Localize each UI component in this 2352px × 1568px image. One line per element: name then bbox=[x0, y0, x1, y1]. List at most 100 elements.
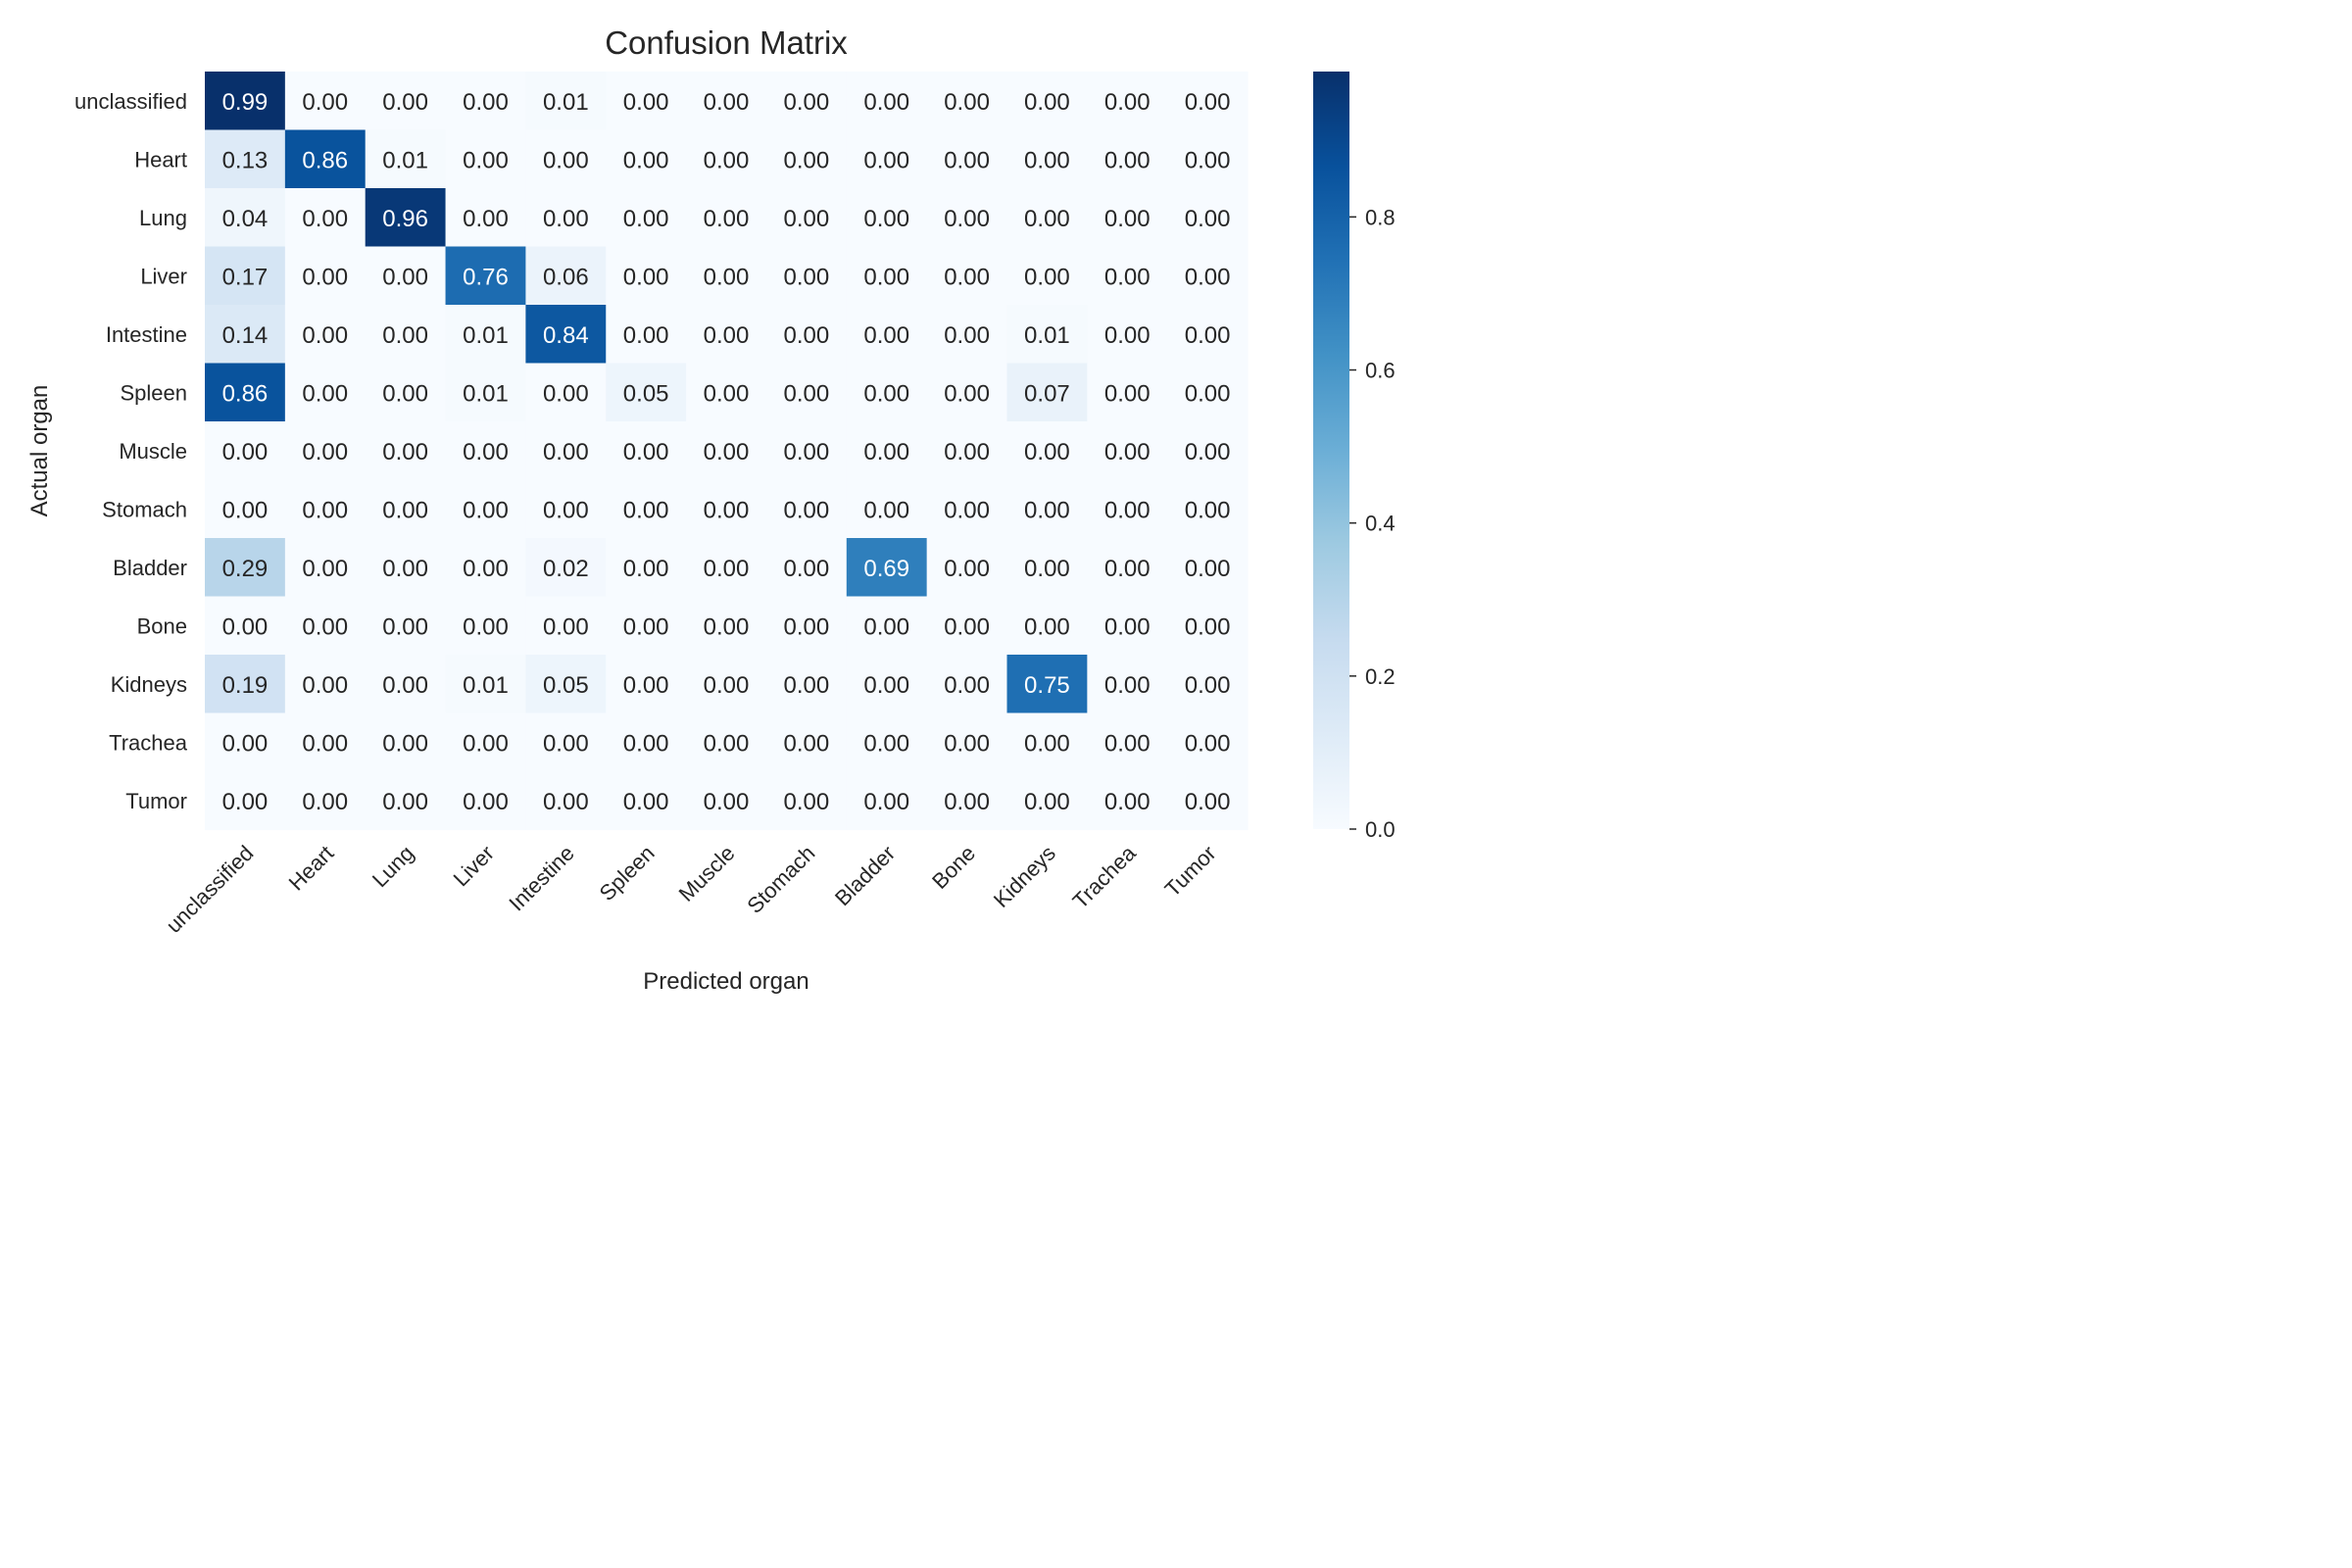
cell-value-label: 0.00 bbox=[784, 89, 830, 116]
cell-value-label: 0.00 bbox=[1185, 264, 1231, 290]
heatmap-cell bbox=[686, 129, 767, 189]
heatmap-cell bbox=[1006, 188, 1088, 248]
heatmap-cell bbox=[525, 305, 607, 365]
cell-value-label: 0.00 bbox=[1024, 613, 1070, 640]
heatmap-cell bbox=[846, 538, 928, 598]
cell-value-label: 0.00 bbox=[543, 613, 589, 640]
cell-value-label: 0.00 bbox=[1024, 206, 1070, 232]
heatmap-cell bbox=[205, 188, 286, 248]
cell-value-label: 0.00 bbox=[1104, 672, 1151, 699]
x-tick-label: Intestine bbox=[504, 841, 578, 915]
heatmap-cell bbox=[686, 596, 767, 656]
heatmap-cell bbox=[686, 712, 767, 772]
heatmap-cell bbox=[606, 771, 687, 831]
y-tick-label: Spleen bbox=[120, 380, 187, 405]
cell-value-label: 0.01 bbox=[1024, 322, 1070, 349]
colorbar bbox=[1313, 72, 1349, 829]
cell-value-label: 0.00 bbox=[784, 672, 830, 699]
cell-value-label: 0.99 bbox=[222, 89, 269, 116]
cell-value-label: 0.00 bbox=[1185, 613, 1231, 640]
cell-value-label: 0.00 bbox=[784, 322, 830, 349]
cell-value-label: 0.00 bbox=[784, 147, 830, 173]
heatmap-cell bbox=[284, 305, 367, 365]
cell-value-label: 0.00 bbox=[863, 206, 909, 232]
heatmap-cell bbox=[205, 72, 286, 131]
cell-value-label: 0.86 bbox=[222, 380, 269, 407]
heatmap-cell bbox=[205, 538, 286, 598]
y-tick-label: Liver bbox=[140, 264, 187, 288]
heatmap-cell bbox=[445, 305, 526, 365]
confusion-matrix-chart: Confusion Matrix 0.99 0.00 0.00 0.00 0.01 0.0… bbox=[26, 24, 1396, 995]
heatmap-cell bbox=[606, 479, 687, 539]
x-tick-label: Tumor bbox=[1160, 841, 1221, 902]
cell-value-label: 0.00 bbox=[863, 497, 909, 523]
heatmap-cell bbox=[1087, 188, 1168, 248]
heatmap-cell bbox=[606, 188, 687, 248]
heatmap-cell bbox=[1006, 655, 1088, 714]
cell-value-label: 0.84 bbox=[543, 322, 589, 349]
x-tick-label: Spleen bbox=[595, 841, 660, 906]
cell-value-label: 0.00 bbox=[784, 730, 830, 757]
heatmap-cell bbox=[525, 712, 607, 772]
heatmap-cell bbox=[686, 188, 767, 248]
heatmap-cell bbox=[926, 305, 1008, 365]
cell-value-label: 0.00 bbox=[463, 439, 509, 466]
heatmap-cell bbox=[606, 712, 687, 772]
heatmap-cell bbox=[365, 712, 447, 772]
cell-value-label: 0.00 bbox=[1104, 322, 1151, 349]
cell-value-label: 0.00 bbox=[704, 264, 750, 290]
heatmap-cell bbox=[765, 129, 848, 189]
cell-value-label: 0.00 bbox=[944, 672, 990, 699]
cell-value-label: 0.06 bbox=[543, 264, 589, 290]
heatmap-cell bbox=[445, 129, 526, 189]
cell-value-label: 0.00 bbox=[1104, 439, 1151, 466]
cell-value-label: 0.00 bbox=[543, 380, 589, 407]
heatmap-cell bbox=[1087, 655, 1168, 714]
heatmap-cell bbox=[606, 538, 687, 598]
heatmap-cell bbox=[284, 538, 367, 598]
cell-value-label: 0.00 bbox=[704, 730, 750, 757]
cell-value-label: 0.00 bbox=[302, 497, 348, 523]
heatmap-cell bbox=[365, 771, 447, 831]
cell-value-label: 0.00 bbox=[784, 789, 830, 815]
heatmap-cell bbox=[525, 363, 607, 422]
y-tick-label: Stomach bbox=[102, 497, 187, 521]
y-tick-label: Bone bbox=[137, 613, 187, 638]
colorbar-tick-label: 0.8 bbox=[1365, 205, 1396, 229]
heatmap-cell bbox=[1087, 246, 1168, 306]
heatmap-cell bbox=[284, 188, 367, 248]
heatmap-cell bbox=[926, 479, 1008, 539]
cell-value-label: 0.00 bbox=[543, 439, 589, 466]
heatmap-cell bbox=[1167, 363, 1249, 422]
cell-value-label: 0.00 bbox=[1185, 322, 1231, 349]
cell-value-label: 0.00 bbox=[623, 789, 669, 815]
cell-value-label: 0.00 bbox=[863, 672, 909, 699]
cell-value-label: 0.00 bbox=[623, 89, 669, 116]
heatmap-cell bbox=[445, 188, 526, 248]
heatmap-cell bbox=[525, 538, 607, 598]
heatmap-cell bbox=[205, 596, 286, 656]
cell-value-label: 0.00 bbox=[382, 322, 428, 349]
heatmap-cell bbox=[525, 129, 607, 189]
cell-value-label: 0.00 bbox=[382, 439, 428, 466]
y-tick-label: Bladder bbox=[113, 556, 187, 580]
heatmap-cell bbox=[765, 479, 848, 539]
heatmap-cell bbox=[606, 72, 687, 131]
cell-value-label: 0.00 bbox=[944, 89, 990, 116]
cell-value-label: 0.00 bbox=[704, 613, 750, 640]
cell-value-label: 0.00 bbox=[222, 789, 269, 815]
heatmap-cell bbox=[765, 305, 848, 365]
heatmap-cell bbox=[846, 305, 928, 365]
cell-value-label: 0.00 bbox=[1104, 497, 1151, 523]
cell-value-label: 0.00 bbox=[1104, 380, 1151, 407]
cell-value-label: 0.00 bbox=[704, 497, 750, 523]
cell-value-label: 0.00 bbox=[784, 556, 830, 582]
heatmap-cell bbox=[445, 72, 526, 131]
cell-value-label: 0.00 bbox=[463, 89, 509, 116]
cell-value-label: 0.00 bbox=[382, 672, 428, 699]
cell-value-label: 0.00 bbox=[302, 730, 348, 757]
cell-value-label: 0.00 bbox=[382, 556, 428, 582]
cell-value-label: 0.00 bbox=[623, 439, 669, 466]
cell-value-label: 0.00 bbox=[784, 497, 830, 523]
cell-value-label: 0.00 bbox=[784, 439, 830, 466]
